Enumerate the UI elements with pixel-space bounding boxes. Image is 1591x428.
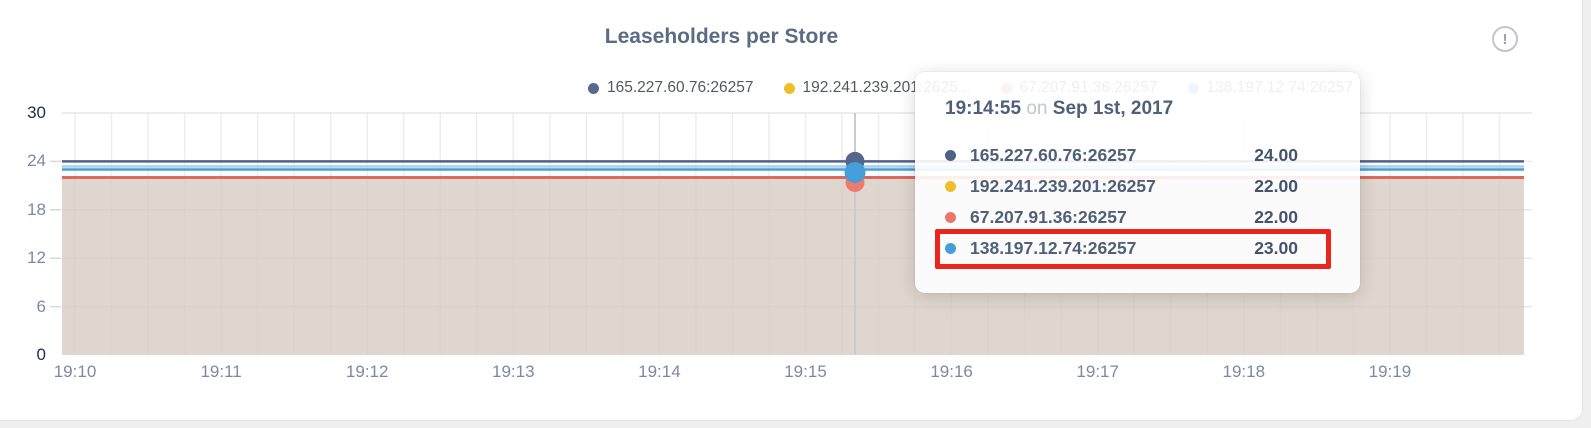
tooltip-header: 19:14:55 on Sep 1st, 2017 — [945, 98, 1330, 126]
tooltip-rows: 165.227.60.76:26257 24.00 192.241.239.201:… — [935, 140, 1331, 269]
tooltip-date: Sep 1st, 2017 — [1052, 98, 1174, 119]
tooltip-series-dot-icon — [945, 181, 956, 192]
y-axis-label: 24 — [27, 151, 46, 171]
tooltip-series-dot-icon — [945, 243, 956, 254]
tooltip-series-dot-icon — [945, 150, 956, 161]
x-axis-label: 19:14 — [638, 362, 681, 381]
legend-item-1[interactable]: 165.227.60.76:26257 — [588, 79, 754, 97]
x-axis-label: 19:11 — [200, 362, 242, 381]
tooltip-series-value: 22.00 — [1254, 207, 1298, 227]
chart-title: Leaseholders per Store — [604, 25, 839, 48]
alert-circle-icon[interactable]: ! — [1492, 26, 1518, 52]
tooltip-series-dot-icon — [945, 212, 956, 223]
chart-card: Leaseholders per Store ! 165.227.60.76:2… — [0, 0, 1583, 421]
x-axis-label: 19:15 — [784, 362, 827, 381]
tooltip-series-label: 138.197.12.74:26257 — [970, 238, 1137, 258]
tooltip-series-value: 24.00 — [1254, 145, 1298, 165]
tooltip-row-2: 192.241.239.201:26257 22.00 — [945, 171, 1330, 202]
x-axis-label: 19:16 — [930, 362, 973, 381]
hover-datapoint-4 — [844, 161, 866, 183]
legend-series-dot-icon — [783, 82, 795, 94]
x-axis-label: 19:12 — [345, 362, 389, 381]
legend-series-label: 165.227.60.76:26257 — [607, 79, 754, 96]
tooltip-series-value: 23.00 — [1254, 238, 1298, 258]
y-axis-label: 30 — [27, 103, 46, 122]
x-axis-label: 19:18 — [1222, 362, 1266, 381]
y-axis-label: 18 — [27, 199, 46, 219]
tooltip-series-label: 67.207.91.36:26257 — [970, 207, 1127, 227]
x-axis-label: 19:17 — [1076, 362, 1119, 381]
tooltip-row-1: 165.227.60.76:26257 24.00 — [945, 140, 1330, 171]
exclamation-glyph: ! — [1502, 30, 1508, 48]
hover-tooltip: 19:14:55 on Sep 1st, 2017 165.227.60.76:… — [915, 72, 1360, 293]
tooltip-time: 19:14:55 — [945, 98, 1022, 119]
x-axis-label: 19:13 — [492, 362, 535, 381]
tooltip-row-4: 138.197.12.74:26257 23.00 — [945, 233, 1330, 264]
tooltip-series-value: 22.00 — [1254, 176, 1298, 196]
tooltip-on: on — [1026, 98, 1048, 119]
x-axis-label: 19:10 — [53, 362, 97, 381]
y-axis-label: 12 — [27, 248, 46, 268]
y-axis-label: 6 — [36, 296, 46, 316]
legend-series-dot-icon — [588, 82, 599, 94]
tooltip-series-label: 192.241.239.201:26257 — [970, 176, 1156, 196]
tooltip-row-3: 67.207.91.36:26257 22.00 — [945, 202, 1330, 233]
y-axis-label: 0 — [36, 345, 46, 364]
x-axis-label: 19:19 — [1368, 362, 1412, 381]
tooltip-series-label: 165.227.60.76:26257 — [970, 145, 1137, 165]
